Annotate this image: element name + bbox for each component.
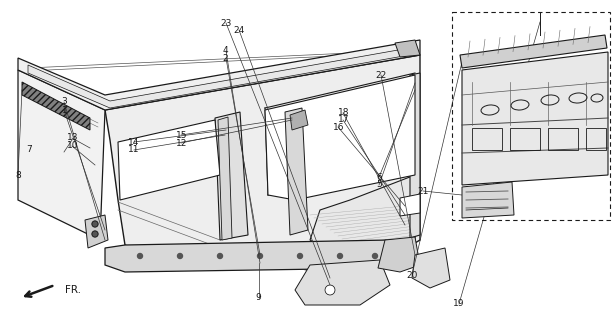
Polygon shape bbox=[400, 194, 420, 216]
Polygon shape bbox=[105, 55, 420, 260]
Bar bbox=[472, 128, 502, 150]
Text: 12: 12 bbox=[176, 139, 187, 148]
Circle shape bbox=[257, 253, 262, 259]
Polygon shape bbox=[290, 110, 308, 130]
Text: 17: 17 bbox=[338, 116, 349, 124]
Text: 9: 9 bbox=[256, 293, 262, 302]
Text: 1: 1 bbox=[61, 106, 67, 115]
Circle shape bbox=[373, 253, 378, 259]
Text: 23: 23 bbox=[220, 19, 231, 28]
Polygon shape bbox=[285, 108, 308, 235]
Polygon shape bbox=[18, 40, 420, 110]
Circle shape bbox=[297, 253, 302, 259]
Text: 19: 19 bbox=[453, 300, 464, 308]
Text: 14: 14 bbox=[128, 138, 139, 147]
Polygon shape bbox=[310, 175, 415, 258]
Text: 4: 4 bbox=[223, 46, 229, 55]
Polygon shape bbox=[218, 117, 232, 240]
Text: 16: 16 bbox=[333, 123, 344, 132]
Polygon shape bbox=[462, 182, 514, 218]
Polygon shape bbox=[460, 35, 607, 68]
Text: 6: 6 bbox=[376, 173, 382, 182]
Polygon shape bbox=[28, 47, 415, 108]
Polygon shape bbox=[85, 215, 108, 248]
Circle shape bbox=[92, 231, 98, 237]
Text: 10: 10 bbox=[67, 141, 78, 150]
Circle shape bbox=[338, 253, 343, 259]
Bar bbox=[452, 12, 610, 220]
Text: 21: 21 bbox=[417, 187, 428, 196]
Circle shape bbox=[218, 253, 223, 259]
Text: 15: 15 bbox=[176, 131, 187, 140]
Text: FR.: FR. bbox=[65, 285, 81, 295]
Text: 3: 3 bbox=[61, 97, 67, 106]
Bar bbox=[548, 128, 578, 150]
Text: 20: 20 bbox=[406, 271, 417, 280]
Polygon shape bbox=[462, 52, 608, 185]
Polygon shape bbox=[215, 112, 248, 240]
Circle shape bbox=[137, 253, 142, 259]
Polygon shape bbox=[22, 82, 90, 130]
Text: 18: 18 bbox=[338, 108, 349, 117]
Text: 22: 22 bbox=[376, 71, 387, 80]
Text: 2: 2 bbox=[223, 54, 229, 63]
Text: 24: 24 bbox=[234, 26, 245, 35]
Bar bbox=[586, 128, 606, 150]
Circle shape bbox=[325, 285, 335, 295]
Text: 11: 11 bbox=[128, 145, 139, 154]
Polygon shape bbox=[105, 240, 415, 272]
Bar bbox=[510, 128, 540, 150]
Polygon shape bbox=[118, 120, 220, 200]
Text: 8: 8 bbox=[15, 171, 21, 180]
Polygon shape bbox=[295, 260, 390, 305]
Polygon shape bbox=[378, 237, 420, 272]
Text: 7: 7 bbox=[26, 145, 32, 154]
Polygon shape bbox=[265, 75, 415, 200]
Polygon shape bbox=[412, 248, 450, 288]
Circle shape bbox=[92, 221, 98, 227]
Polygon shape bbox=[410, 73, 420, 238]
Circle shape bbox=[178, 253, 183, 259]
Text: 13: 13 bbox=[67, 133, 78, 142]
Polygon shape bbox=[18, 70, 105, 240]
Polygon shape bbox=[395, 40, 420, 57]
Text: 5: 5 bbox=[376, 180, 382, 189]
